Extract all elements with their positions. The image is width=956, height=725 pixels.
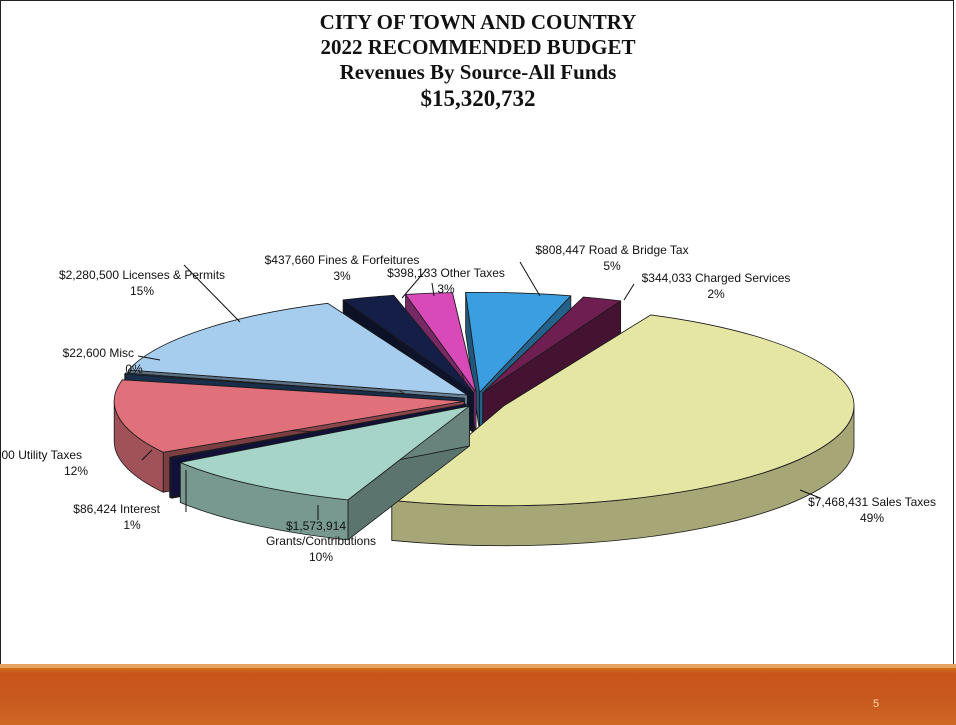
title-line-2: 2022 RECOMMENDED BUDGET	[320, 35, 636, 59]
slice-wall-interest	[169, 456, 173, 499]
slice-label-licenses-permits: $2,280,500 Licenses & Permits	[59, 268, 225, 282]
slice-percent-interest: 1%	[123, 518, 141, 532]
leader-line-licenses-permits	[183, 264, 241, 323]
title-line-3: Revenues By Source-All Funds	[339, 60, 617, 84]
slice-top-utility-taxes	[113, 379, 465, 453]
slice-percent-misc: 0%	[125, 362, 143, 376]
leader-line-other-taxes	[431, 282, 435, 297]
slice-top-charged-services	[482, 296, 622, 394]
slice-percent-road-bridge-tax: 5%	[603, 259, 621, 273]
slice-percent-utility-taxes: 12%	[64, 464, 88, 478]
slice-top-misc	[124, 372, 465, 399]
slice-percent-sales-taxes: 49%	[860, 511, 884, 525]
slice-label-interest: $86,424 Interest	[73, 502, 160, 516]
slice-percent-other-taxes: 3%	[437, 282, 455, 296]
leader-line-road-bridge-tax	[519, 261, 541, 297]
leader-line-misc	[137, 355, 161, 361]
slice-label-misc: $22,600 Misc	[63, 346, 134, 360]
slice-amount-grants-contributions: $1,573,914	[286, 519, 346, 533]
leader-line-fines-forfeitures	[401, 269, 427, 299]
slice-percent-grants-contributions: 10%	[309, 550, 333, 564]
slice-label-sales-taxes: $7,468,431 Sales Taxes	[808, 495, 936, 509]
pie-layer	[113, 291, 855, 547]
slice-label-utility-taxes: $1,900,000 Utility Taxes	[0, 448, 82, 462]
slice-label-charged-services: $344,033 Charged Services	[642, 271, 791, 285]
title-line-1: CITY OF TOWN AND COUNTRY	[319, 10, 637, 34]
slice-percent-fines-forfeitures: 3%	[333, 269, 351, 283]
leader-line-utility-taxes	[141, 449, 153, 461]
slice-label-grants-contributions: Grants/Contributions	[266, 534, 376, 548]
slice-top-fines-forfeitures	[342, 294, 475, 394]
leader-lines	[137, 261, 821, 520]
slice-top-road-bridge-tax	[465, 291, 572, 393]
slice-percent-charged-services: 2%	[707, 287, 725, 301]
label-layer: $7,468,431 Sales Taxes 49% $1,573,914Grant…	[0, 243, 936, 564]
slice-sales-taxes	[391, 314, 855, 547]
title-total: $15,320,732	[420, 86, 536, 111]
page-number: 5	[873, 698, 880, 710]
slice-top-interest	[169, 403, 467, 459]
slice-top-sales-taxes	[391, 314, 855, 507]
slice-top-licenses-permits	[128, 302, 468, 396]
leader-line-sales-taxes	[799, 489, 821, 499]
chart-title-block: CITY OF TOWN AND COUNTRY 2022 RECOMMENDE…	[0, 10, 956, 112]
slice-label-fines-forfeitures: $437,660 Fines & Forfeitures	[265, 253, 420, 267]
slice-percent-licenses-permits: 15%	[130, 284, 154, 298]
leader-line-charged-services	[623, 283, 635, 301]
slice-label-other-taxes: $398,133 Other Taxes	[387, 266, 505, 280]
slice-grants-contributions	[179, 405, 470, 541]
slice-label-road-bridge-tax: $808,447 Road & Bridge Tax	[535, 243, 688, 257]
footer-highlight	[0, 664, 956, 668]
footer-band	[0, 668, 956, 725]
slice-top-grants-contributions	[179, 405, 470, 501]
